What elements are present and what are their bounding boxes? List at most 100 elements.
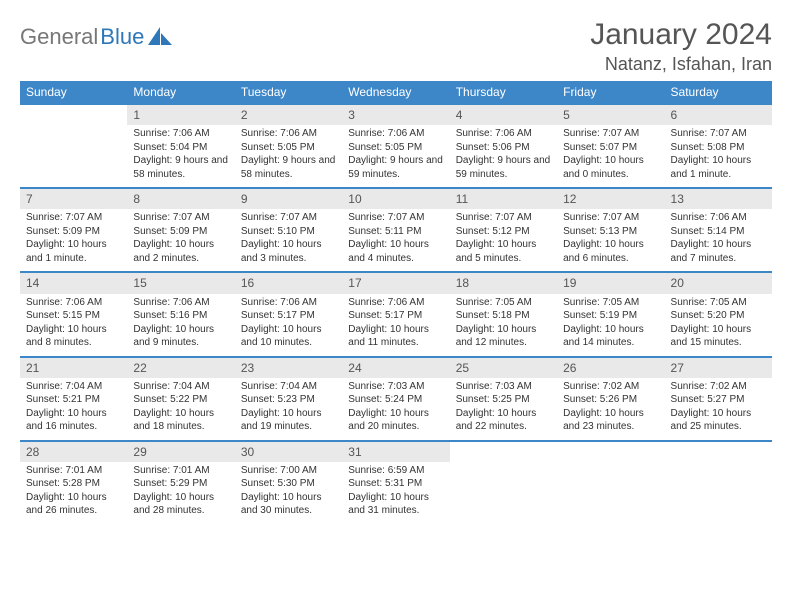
day-details: Sunrise: 7:00 AMSunset: 5:30 PMDaylight:… [235,464,342,518]
calendar-day-cell: 15Sunrise: 7:06 AMSunset: 5:16 PMDayligh… [127,272,234,356]
daylight-text: Daylight: 10 hours and 16 minutes. [26,407,121,434]
calendar-day-cell: 29Sunrise: 7:01 AMSunset: 5:29 PMDayligh… [127,441,234,524]
day-number: 22 [127,358,234,378]
day-details: Sunrise: 7:05 AMSunset: 5:19 PMDaylight:… [557,296,664,350]
sunset-text: Sunset: 5:06 PM [456,141,551,155]
calendar-day-cell: 13Sunrise: 7:06 AMSunset: 5:14 PMDayligh… [665,188,772,272]
day-details: Sunrise: 7:06 AMSunset: 5:14 PMDaylight:… [665,211,772,265]
sunset-text: Sunset: 5:18 PM [456,309,551,323]
calendar-day-cell: 24Sunrise: 7:03 AMSunset: 5:24 PMDayligh… [342,357,449,441]
sunset-text: Sunset: 5:21 PM [26,393,121,407]
calendar-day-cell: 17Sunrise: 7:06 AMSunset: 5:17 PMDayligh… [342,272,449,356]
sunset-text: Sunset: 5:16 PM [133,309,228,323]
day-details: Sunrise: 7:06 AMSunset: 5:05 PMDaylight:… [235,127,342,181]
day-number: 30 [235,442,342,462]
day-number: 29 [127,442,234,462]
day-details: Sunrise: 7:07 AMSunset: 5:09 PMDaylight:… [20,211,127,265]
sunset-text: Sunset: 5:31 PM [348,477,443,491]
dow-monday: Monday [127,81,234,104]
day-details: Sunrise: 7:07 AMSunset: 5:10 PMDaylight:… [235,211,342,265]
sunrise-text: Sunrise: 7:07 AM [671,127,766,141]
sunset-text: Sunset: 5:15 PM [26,309,121,323]
dow-friday: Friday [557,81,664,104]
sunset-text: Sunset: 5:17 PM [348,309,443,323]
brand-sail-icon [148,27,174,47]
daylight-text: Daylight: 10 hours and 20 minutes. [348,407,443,434]
day-details: Sunrise: 7:06 AMSunset: 5:15 PMDaylight:… [20,296,127,350]
day-number: 1 [127,105,234,125]
daylight-text: Daylight: 9 hours and 58 minutes. [241,154,336,181]
daylight-text: Daylight: 10 hours and 1 minute. [26,238,121,265]
calendar-week-row: 1Sunrise: 7:06 AMSunset: 5:04 PMDaylight… [20,104,772,188]
calendar-day-cell: 18Sunrise: 7:05 AMSunset: 5:18 PMDayligh… [450,272,557,356]
day-details: Sunrise: 7:06 AMSunset: 5:04 PMDaylight:… [127,127,234,181]
calendar-body: 1Sunrise: 7:06 AMSunset: 5:04 PMDaylight… [20,104,772,524]
day-number: 14 [20,273,127,293]
sunrise-text: Sunrise: 7:06 AM [348,127,443,141]
day-number: 8 [127,189,234,209]
day-number: 19 [557,273,664,293]
calendar-day-cell [557,441,664,524]
day-number [665,442,772,460]
sunrise-text: Sunrise: 7:06 AM [348,296,443,310]
day-number: 26 [557,358,664,378]
daylight-text: Daylight: 10 hours and 15 minutes. [671,323,766,350]
daylight-text: Daylight: 9 hours and 59 minutes. [348,154,443,181]
daylight-text: Daylight: 10 hours and 6 minutes. [563,238,658,265]
daylight-text: Daylight: 10 hours and 9 minutes. [133,323,228,350]
day-number: 17 [342,273,449,293]
dow-header-row: Sunday Monday Tuesday Wednesday Thursday… [20,81,772,104]
daylight-text: Daylight: 10 hours and 19 minutes. [241,407,336,434]
day-number: 5 [557,105,664,125]
daylight-text: Daylight: 10 hours and 4 minutes. [348,238,443,265]
sunset-text: Sunset: 5:29 PM [133,477,228,491]
day-details: Sunrise: 7:04 AMSunset: 5:23 PMDaylight:… [235,380,342,434]
day-number: 25 [450,358,557,378]
calendar-day-cell: 22Sunrise: 7:04 AMSunset: 5:22 PMDayligh… [127,357,234,441]
day-number: 2 [235,105,342,125]
daylight-text: Daylight: 10 hours and 23 minutes. [563,407,658,434]
daylight-text: Daylight: 10 hours and 5 minutes. [456,238,551,265]
calendar-day-cell: 31Sunrise: 6:59 AMSunset: 5:31 PMDayligh… [342,441,449,524]
brand-logo: GeneralBlue [20,18,174,50]
sunrise-text: Sunrise: 7:05 AM [671,296,766,310]
day-number: 23 [235,358,342,378]
calendar-week-row: 7Sunrise: 7:07 AMSunset: 5:09 PMDaylight… [20,188,772,272]
day-details: Sunrise: 7:03 AMSunset: 5:24 PMDaylight:… [342,380,449,434]
sunset-text: Sunset: 5:20 PM [671,309,766,323]
day-number: 10 [342,189,449,209]
day-details: Sunrise: 6:59 AMSunset: 5:31 PMDaylight:… [342,464,449,518]
day-number: 18 [450,273,557,293]
daylight-text: Daylight: 9 hours and 58 minutes. [133,154,228,181]
dow-wednesday: Wednesday [342,81,449,104]
sunset-text: Sunset: 5:08 PM [671,141,766,155]
dow-thursday: Thursday [450,81,557,104]
sunset-text: Sunset: 5:09 PM [26,225,121,239]
month-title: January 2024 [590,18,772,52]
sunset-text: Sunset: 5:27 PM [671,393,766,407]
daylight-text: Daylight: 10 hours and 14 minutes. [563,323,658,350]
daylight-text: Daylight: 9 hours and 59 minutes. [456,154,551,181]
calendar-day-cell: 1Sunrise: 7:06 AMSunset: 5:04 PMDaylight… [127,104,234,188]
day-number: 16 [235,273,342,293]
sunset-text: Sunset: 5:24 PM [348,393,443,407]
calendar-day-cell: 11Sunrise: 7:07 AMSunset: 5:12 PMDayligh… [450,188,557,272]
calendar-day-cell: 20Sunrise: 7:05 AMSunset: 5:20 PMDayligh… [665,272,772,356]
calendar-day-cell: 26Sunrise: 7:02 AMSunset: 5:26 PMDayligh… [557,357,664,441]
sunrise-text: Sunrise: 7:07 AM [563,127,658,141]
calendar-day-cell: 23Sunrise: 7:04 AMSunset: 5:23 PMDayligh… [235,357,342,441]
day-number: 28 [20,442,127,462]
day-details: Sunrise: 7:07 AMSunset: 5:08 PMDaylight:… [665,127,772,181]
sunrise-text: Sunrise: 7:07 AM [456,211,551,225]
day-details: Sunrise: 7:07 AMSunset: 5:09 PMDaylight:… [127,211,234,265]
day-details: Sunrise: 7:04 AMSunset: 5:21 PMDaylight:… [20,380,127,434]
sunrise-text: Sunrise: 7:03 AM [456,380,551,394]
day-details: Sunrise: 7:07 AMSunset: 5:11 PMDaylight:… [342,211,449,265]
sunrise-text: Sunrise: 7:06 AM [671,211,766,225]
calendar-day-cell: 9Sunrise: 7:07 AMSunset: 5:10 PMDaylight… [235,188,342,272]
daylight-text: Daylight: 10 hours and 3 minutes. [241,238,336,265]
sunset-text: Sunset: 5:09 PM [133,225,228,239]
dow-saturday: Saturday [665,81,772,104]
calendar-day-cell: 3Sunrise: 7:06 AMSunset: 5:05 PMDaylight… [342,104,449,188]
sunrise-text: Sunrise: 7:02 AM [563,380,658,394]
